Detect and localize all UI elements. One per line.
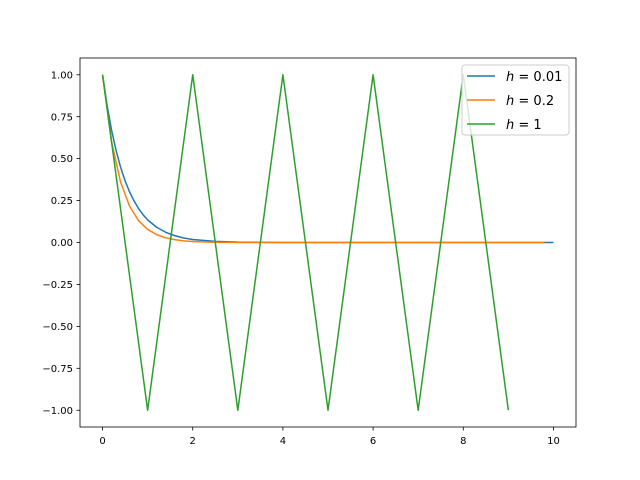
series-line-2 [101,74,510,411]
legend-label: h = 0.01 [506,70,562,85]
plot-lines [101,74,554,411]
x-axis-ticks: 0 2 4 6 8 10 [99,427,560,447]
y-tick-label: −0.50 [42,322,73,333]
legend: h = 0.01 h = 0.2 h = 1 [461,64,570,136]
legend-label: h = 1 [506,118,542,133]
legend-label: h = 0.2 [506,94,554,109]
x-tick-label: 6 [370,436,376,447]
x-tick-label: 0 [99,436,105,447]
x-tick-label: 2 [190,436,196,447]
x-tick-label: 4 [280,436,286,447]
x-tick-label: 10 [547,436,560,447]
y-tick-label: −0.75 [42,364,73,375]
legend-box [461,64,570,136]
series-line-1 [101,74,545,244]
y-tick-label: 0.00 [51,238,73,249]
y-tick-label: 0.25 [51,196,73,207]
y-tick-label: 1.00 [51,70,73,81]
y-axis-ticks: −1.00 −0.75 −0.50 −0.25 0.00 0.25 0.50 0.75 1.00 [42,70,80,417]
y-tick-label: 0.75 [51,112,73,123]
y-tick-label: 0.50 [51,154,73,165]
x-tick-label: 8 [460,436,466,447]
y-tick-label: −1.00 [42,406,73,417]
y-tick-label: −0.25 [42,280,73,291]
